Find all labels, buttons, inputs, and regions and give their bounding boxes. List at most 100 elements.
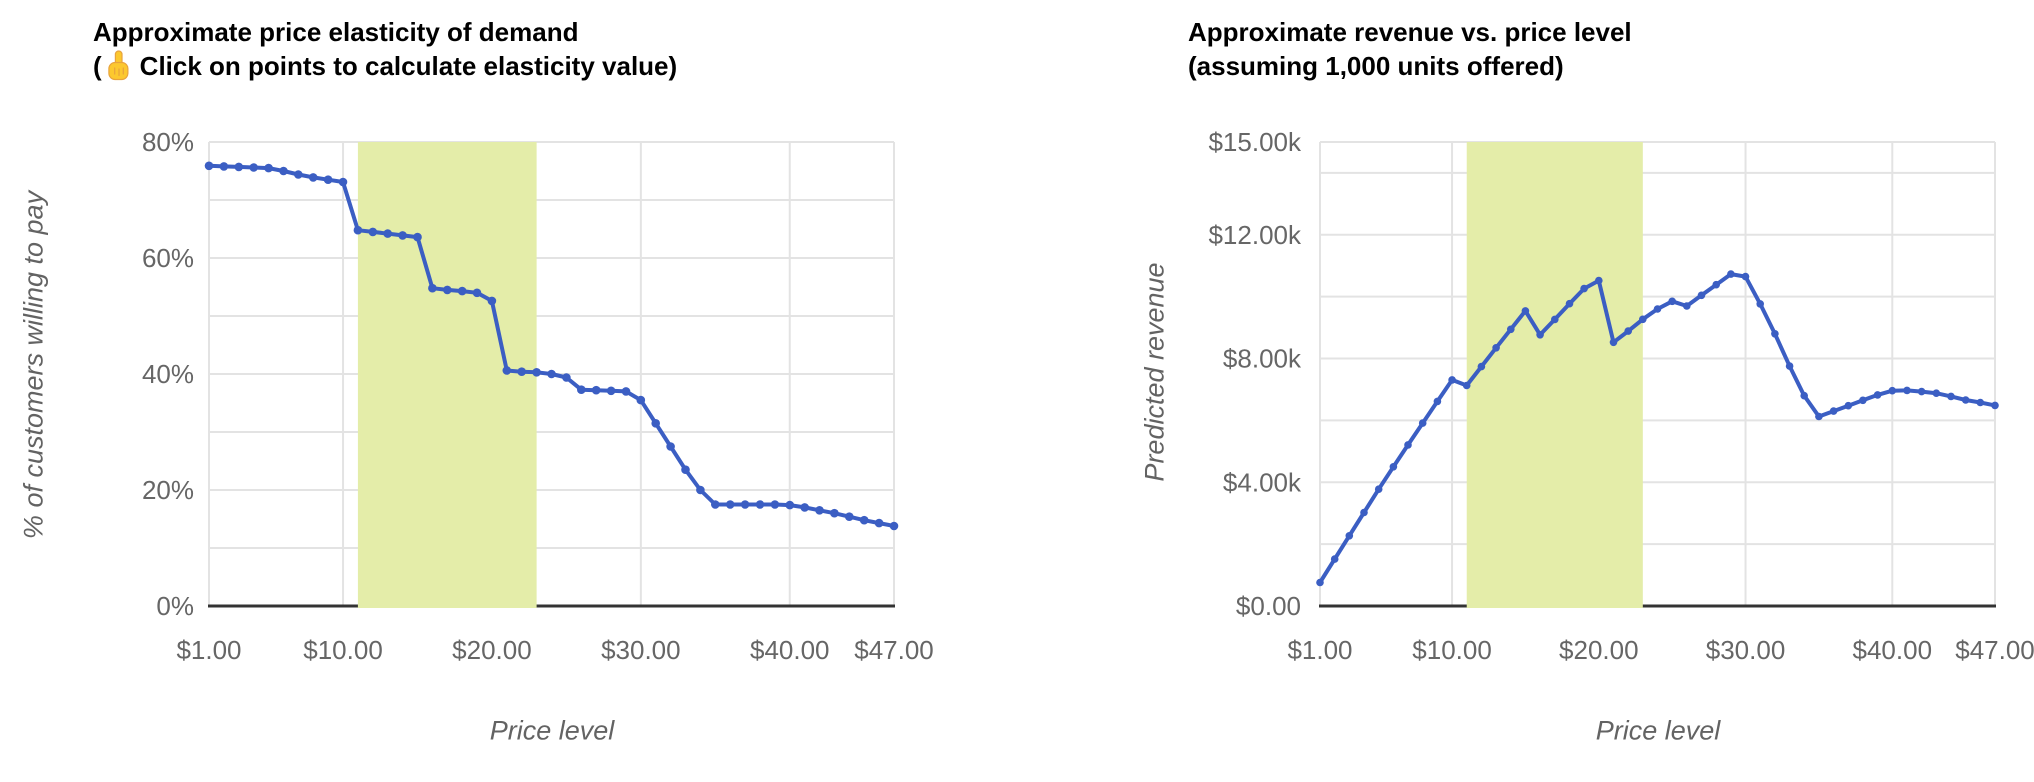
x-tick-label: $10.00: [1412, 635, 1492, 665]
data-point: [1624, 327, 1632, 335]
x-tick-label: $10.00: [303, 635, 383, 665]
data-point[interactable]: [815, 506, 824, 515]
data-point[interactable]: [294, 170, 303, 179]
demand-chart-title: Approximate price elasticity of demand: [93, 17, 579, 47]
data-point[interactable]: [353, 225, 363, 235]
subtitle-open-paren: (: [93, 51, 102, 81]
data-point: [1360, 508, 1368, 517]
data-point[interactable]: [830, 508, 839, 518]
x-tick-label: $47.00: [854, 635, 934, 665]
data-point[interactable]: [740, 500, 750, 509]
revenue-chart-subtitle: (assuming 1,000 units offered): [1188, 51, 1564, 81]
data-point[interactable]: [547, 369, 556, 379]
data-point[interactable]: [472, 288, 482, 298]
data-point[interactable]: [502, 366, 512, 375]
data-point: [1609, 338, 1618, 347]
data-point[interactable]: [636, 395, 646, 405]
data-point: [1639, 315, 1647, 324]
data-point[interactable]: [443, 285, 452, 295]
data-point[interactable]: [874, 518, 884, 528]
data-point: [1551, 315, 1559, 324]
data-point[interactable]: [562, 373, 571, 382]
data-point[interactable]: [755, 500, 765, 509]
data-point[interactable]: [249, 163, 258, 172]
data-point[interactable]: [845, 512, 854, 521]
data-point: [1947, 392, 1955, 401]
data-point[interactable]: [383, 229, 393, 238]
data-point: [1932, 389, 1941, 398]
data-point: [1595, 276, 1603, 285]
data-point[interactable]: [323, 175, 333, 184]
data-point[interactable]: [889, 521, 899, 531]
data-point[interactable]: [338, 177, 348, 187]
demand-x-axis-title: Price level: [489, 715, 615, 746]
data-point: [1404, 441, 1412, 449]
data-point[interactable]: [785, 500, 795, 510]
data-point[interactable]: [800, 503, 809, 512]
data-point[interactable]: [413, 232, 422, 242]
data-point[interactable]: [487, 296, 497, 306]
demand-series-line: [207, 163, 896, 528]
data-point[interactable]: [696, 485, 705, 495]
data-point[interactable]: [770, 500, 780, 509]
data-point[interactable]: [591, 385, 601, 395]
data-point[interactable]: [517, 367, 526, 377]
y-tick-label: $12.00k: [1208, 220, 1302, 250]
pointing-up-icon: [105, 50, 132, 89]
data-point[interactable]: [666, 442, 675, 451]
revenue-chart-plot: $0.00 $4.00k $8.00k $12.00k $15.00k $1.00 $10.…: [1208, 127, 2034, 665]
data-point[interactable]: [308, 173, 318, 182]
data-point: [1815, 412, 1823, 421]
x-tick-label: $20.00: [452, 635, 532, 665]
y-tick-label: $0.00: [1236, 591, 1301, 621]
data-point: [1991, 401, 1999, 410]
data-point[interactable]: [859, 515, 869, 525]
x-tick-label: $47.00: [1955, 635, 2034, 665]
demand-y-axis-title: % of customers willing to pay: [18, 190, 49, 540]
data-point: [1316, 578, 1324, 587]
y-tick-label: 20%: [142, 475, 194, 505]
x-tick-label: $40.00: [1853, 635, 1933, 665]
data-point[interactable]: [651, 419, 660, 428]
revenue-x-axis-title: Price level: [1595, 715, 1721, 746]
data-point: [1330, 555, 1339, 563]
data-point[interactable]: [681, 465, 690, 475]
data-point: [1800, 391, 1808, 400]
data-point[interactable]: [234, 162, 244, 172]
data-point: [1873, 391, 1882, 399]
y-tick-label: 60%: [142, 243, 194, 273]
data-point: [1829, 407, 1838, 415]
data-point: [1756, 300, 1764, 308]
data-point[interactable]: [621, 387, 631, 396]
data-point[interactable]: [398, 231, 407, 240]
data-point: [1668, 297, 1676, 306]
x-tick-label: $1.00: [176, 635, 241, 665]
data-point: [1727, 270, 1735, 278]
data-point[interactable]: [219, 162, 229, 171]
data-point: [1345, 532, 1354, 540]
data-point[interactable]: [711, 500, 720, 509]
data-point[interactable]: [279, 166, 288, 176]
data-point[interactable]: [606, 386, 616, 396]
y-tick-label: 80%: [142, 127, 194, 157]
data-point[interactable]: [368, 227, 378, 237]
data-point[interactable]: [264, 163, 273, 173]
x-tick-label: $40.00: [750, 635, 830, 665]
data-point[interactable]: [532, 368, 541, 377]
y-tick-label: 0%: [156, 591, 194, 621]
demand-chart-plot: 0% 20% 40% 60% 80% $1.00 $10.00 $20.00 $30.00 $40…: [142, 127, 934, 665]
data-point: [1433, 397, 1442, 406]
data-point[interactable]: [204, 161, 214, 171]
data-point[interactable]: [725, 500, 735, 509]
data-point: [1712, 280, 1720, 289]
data-point: [1844, 401, 1853, 410]
data-point: [1653, 305, 1662, 313]
data-point[interactable]: [577, 385, 586, 395]
data-point[interactable]: [457, 286, 467, 296]
subtitle-text: Click on points to calculate elasticity …: [139, 51, 678, 81]
highlight-band: [1466, 142, 1643, 608]
data-point[interactable]: [428, 283, 437, 293]
x-tick-label: $30.00: [601, 635, 681, 665]
